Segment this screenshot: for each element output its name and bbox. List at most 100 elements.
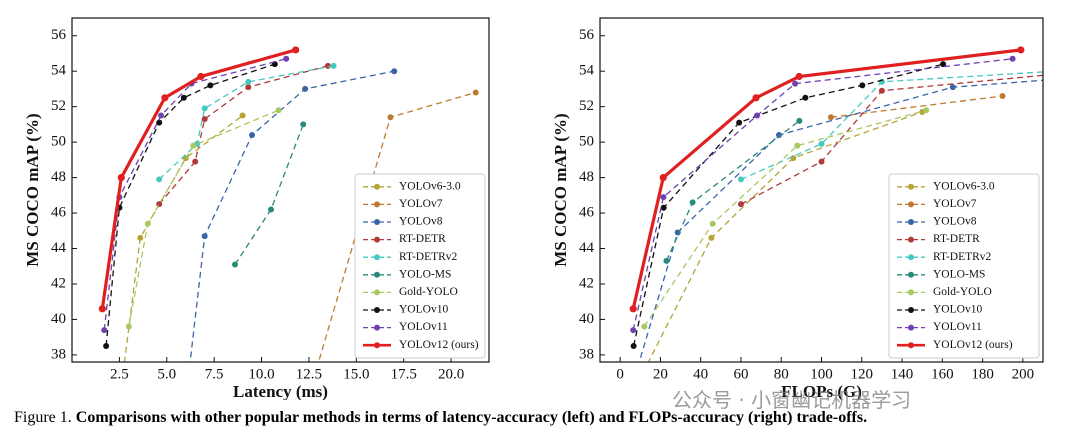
legend: YOLOv6-3.0 YOLOv7 YOLOv8 RT-DETR RT-DETRv2 YO… (354, 173, 486, 359)
data-point (660, 204, 667, 211)
legend-label: YOLOv12 (ours) (933, 339, 1013, 351)
x-tick-label: 100 (810, 366, 833, 382)
x-tick-label: 60 (733, 366, 748, 382)
y-tick-label: 44 (579, 240, 595, 256)
y-tick-label: 52 (51, 98, 66, 114)
y-tick-label: 50 (51, 134, 66, 150)
data-point (794, 142, 801, 149)
legend-label: RT-DETRv2 (399, 251, 458, 263)
x-tick-label: 120 (851, 366, 874, 382)
data-point (1009, 55, 1016, 62)
data-point (635, 364, 641, 370)
x-axis-label: FLOPs (G) (781, 382, 862, 400)
y-tick-label: 38 (51, 346, 66, 362)
y-tick-label: 46 (51, 204, 67, 220)
legend-marker (374, 219, 380, 225)
legend-marker (908, 342, 914, 349)
data-point (187, 364, 193, 370)
legend-label: YOLOv6-3.0 (933, 180, 995, 192)
legend-label: YOLOv10 (933, 304, 982, 316)
series-line (740, 74, 1043, 205)
series-line (100, 48, 297, 310)
data-point (776, 132, 783, 139)
data-point (239, 112, 246, 119)
data-point (125, 323, 132, 330)
data-point (300, 121, 307, 128)
legend-box (888, 173, 1040, 359)
legend-marker (908, 307, 914, 313)
legend-label: YOLOv7 (399, 198, 443, 210)
legend-label: Gold-YOLO (399, 286, 458, 298)
y-tick-label: 56 (579, 27, 595, 43)
data-point (268, 206, 275, 213)
data-point (737, 176, 744, 183)
legend-label: YOLOv7 (933, 198, 977, 210)
x-tick-label: 0 (616, 366, 624, 382)
data-point (796, 117, 803, 124)
data-point (156, 176, 163, 183)
caption: Figure 1. Comparisons with other popular… (14, 409, 867, 427)
series-line (632, 63, 944, 347)
data-point (201, 105, 208, 112)
chart: 38 40 42 44 46 48 50 52 54 56 0 20 40 60 80 100 120 140 16… (551, 17, 1044, 401)
x-axis-label: Latency (ms) (233, 382, 328, 400)
legend-label: YOLOv10 (399, 304, 448, 316)
legend-label: YOLOv8 (933, 216, 977, 228)
data-point (137, 234, 144, 241)
legend-marker (374, 342, 380, 349)
plot-frame (71, 17, 490, 363)
data-point (878, 87, 885, 94)
plot-area (629, 46, 1043, 376)
data-point (190, 142, 197, 149)
watermark: 公众号 · 小窗幽记机器学习 (672, 388, 912, 412)
data-point (663, 257, 670, 264)
x-tick-label: 7.5 (205, 366, 224, 382)
data-point (330, 62, 337, 69)
data-point (387, 114, 394, 121)
data-point (795, 72, 803, 81)
y-tick-label: 54 (51, 63, 67, 79)
legend-label: Gold-YOLO (933, 286, 992, 298)
y-tick-label: 40 (51, 311, 66, 327)
plot-area (98, 46, 479, 370)
data-point (660, 194, 667, 201)
x-tick-label: 40 (693, 366, 708, 382)
data-point (161, 94, 169, 102)
legend-marker (908, 183, 914, 190)
y-tick-label: 38 (579, 346, 594, 362)
data-point (117, 173, 125, 182)
legend-label: YOLOv11 (399, 321, 448, 333)
plot-frame (599, 17, 1044, 363)
data-point (629, 305, 637, 313)
chart: 38 40 42 44 46 48 50 52 54 56 2.5 5.0 7.5 10.0 12.5 15.… (23, 17, 490, 401)
data-point (754, 112, 761, 119)
legend: YOLOv6-3.0 YOLOv7 YOLOv8 RT-DETR RT-DETRv2 YO… (888, 173, 1040, 359)
data-point (192, 158, 199, 165)
y-tick-label: 48 (51, 169, 66, 185)
data-point (1017, 46, 1025, 54)
data-point (736, 119, 743, 126)
y-tick-label: 42 (51, 275, 66, 291)
y-tick-label: 54 (579, 63, 595, 79)
data-point (792, 80, 799, 87)
y-axis-label: MS COCO mAP (%) (23, 113, 42, 266)
legend-marker (908, 271, 914, 278)
data-point (790, 155, 797, 162)
data-point (302, 85, 309, 92)
legend-marker (374, 271, 380, 278)
legend-marker (908, 289, 914, 296)
data-point (249, 132, 256, 139)
series-line (158, 65, 329, 205)
data-point (245, 78, 252, 85)
data-point (283, 55, 290, 62)
data-point (999, 93, 1006, 100)
legend-marker (908, 324, 914, 331)
data-point (949, 84, 956, 91)
data-point (630, 343, 637, 350)
data-point (640, 370, 646, 376)
x-tick-label: 20.0 (438, 366, 464, 382)
y-tick-label: 52 (579, 98, 594, 114)
x-tick-label: 200 (1012, 366, 1035, 382)
data-point (245, 84, 252, 91)
data-point (818, 140, 825, 147)
